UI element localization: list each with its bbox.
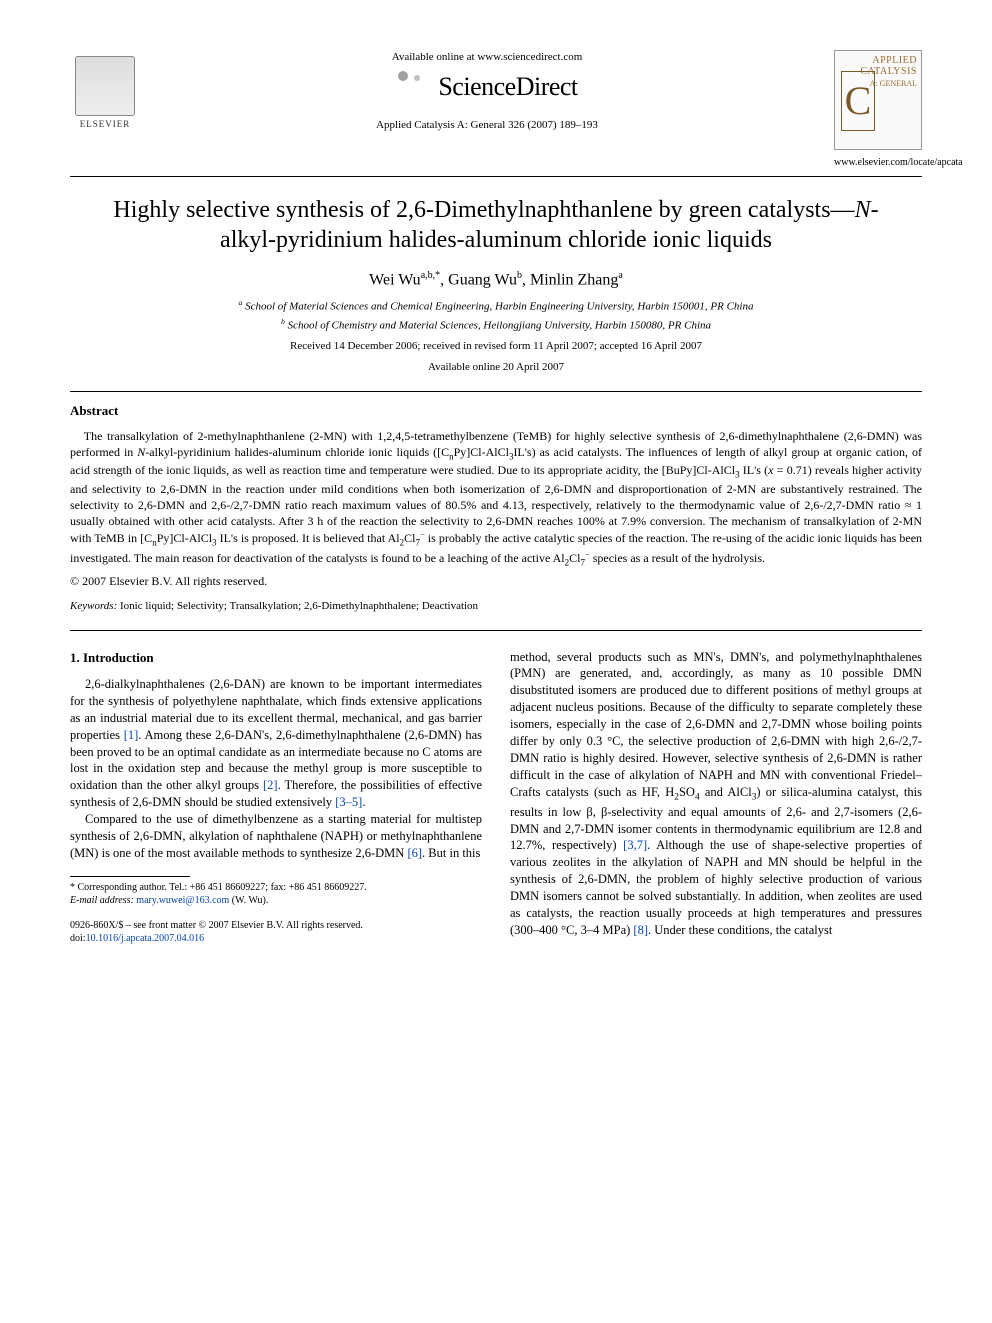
journal-cover: C APPLIED CATALYSIS A: GENERAL www.elsev…	[834, 50, 922, 170]
title-text: Highly selective synthesis of 2,6-Dimeth…	[113, 197, 878, 253]
available-date: Available online 20 April 2007	[70, 360, 922, 375]
intro-p3c: . Under these conditions, the catalyst	[648, 923, 832, 937]
available-online-text: Available online at www.sciencedirect.co…	[140, 50, 834, 65]
ref-3-5[interactable]: [3–5]	[335, 795, 362, 809]
affiliation-b-text: School of Chemistry and Material Science…	[288, 320, 711, 332]
email-label: E-mail address:	[70, 895, 134, 906]
footnote-rule	[70, 876, 190, 877]
intro-para-2: Compared to the use of dimethylbenzene a…	[70, 811, 482, 862]
sciencedirect-swirl-icon	[396, 69, 430, 103]
journal-cover-title1: APPLIED	[839, 55, 917, 66]
abstract-heading: Abstract	[70, 402, 922, 420]
elsevier-label: ELSEVIER	[80, 118, 131, 130]
affiliation-a: a School of Material Sciences and Chemic…	[70, 298, 922, 315]
author-1-marks: a,b,*	[421, 270, 440, 281]
doi-label: doi:	[70, 933, 86, 944]
author-3-marks: a	[618, 270, 622, 281]
doi-line: doi:10.1016/j.apcata.2007.04.016	[70, 932, 482, 946]
intro-para-3: method, several products such as MN's, D…	[510, 649, 922, 939]
affiliation-a-text: School of Material Sciences and Chemical…	[245, 301, 753, 313]
author-1: Wei Wu	[369, 271, 421, 288]
right-column: method, several products such as MN's, D…	[510, 649, 922, 946]
corresponding-footnote: * Corresponding author. Tel.: +86 451 86…	[70, 881, 482, 907]
locate-url: www.elsevier.com/locate/apcata	[834, 156, 922, 170]
header-rule	[70, 176, 922, 177]
corr-email-line: E-mail address: mary.wuwei@163.com (W. W…	[70, 894, 482, 907]
elsevier-tree-icon	[75, 56, 135, 116]
affiliation-b: b School of Chemistry and Material Scien…	[70, 317, 922, 334]
journal-cover-box: C APPLIED CATALYSIS A: GENERAL	[834, 50, 922, 150]
ref-2[interactable]: [2]	[263, 778, 278, 792]
corr-email-who: (W. Wu).	[232, 895, 269, 906]
ref-6[interactable]: [6]	[407, 846, 422, 860]
author-2-marks: b	[517, 270, 522, 281]
body-columns: 1. Introduction 2,6-dialkylnaphthalenes …	[70, 649, 922, 946]
keywords-label: Keywords:	[70, 600, 117, 612]
introduction-heading: 1. Introduction	[70, 649, 482, 667]
ref-3-7[interactable]: [3,7]	[623, 838, 647, 852]
keywords-list: Ionic liquid; Selectivity; Transalkylati…	[120, 600, 478, 612]
journal-reference: Applied Catalysis A: General 326 (2007) …	[140, 118, 834, 133]
intro-p2b: . But in this	[422, 846, 480, 860]
paper-title: Highly selective synthesis of 2,6-Dimeth…	[110, 195, 882, 255]
sciencedirect-text: ScienceDirect	[438, 69, 577, 104]
paper-header: ELSEVIER Available online at www.science…	[70, 50, 922, 170]
ref-1[interactable]: [1]	[124, 728, 139, 742]
front-matter-line: 0926-860X/$ – see front matter © 2007 El…	[70, 919, 482, 933]
doi-link[interactable]: 10.1016/j.apcata.2007.04.016	[86, 933, 205, 944]
authors-line: Wei Wua,b,*, Guang Wub, Minlin Zhanga	[70, 269, 922, 291]
received-dates: Received 14 December 2006; received in r…	[70, 339, 922, 354]
corr-author-text: * Corresponding author. Tel.: +86 451 86…	[70, 881, 482, 894]
ref-8[interactable]: [8]	[633, 923, 648, 937]
footer-left: 0926-860X/$ – see front matter © 2007 El…	[70, 919, 482, 946]
journal-cover-letter: C	[841, 71, 875, 131]
elsevier-logo: ELSEVIER	[70, 50, 140, 130]
abstract-bottom-rule	[70, 630, 922, 631]
intro-p3a: method, several products such as MN's, D…	[510, 650, 922, 853]
sciencedirect-logo: ScienceDirect	[396, 69, 577, 104]
author-3: Minlin Zhang	[530, 271, 618, 288]
abstract-top-rule	[70, 391, 922, 392]
abstract-body: The transalkylation of 2-methylnaphthanl…	[70, 428, 922, 569]
left-column: 1. Introduction 2,6-dialkylnaphthalenes …	[70, 649, 482, 946]
keywords-line: Keywords: Ionic liquid; Selectivity; Tra…	[70, 599, 922, 614]
author-2: Guang Wu	[448, 271, 517, 288]
abstract-text: The transalkylation of 2-methylnaphthanl…	[70, 429, 922, 565]
intro-p1d: .	[362, 795, 365, 809]
sciencedirect-block: Available online at www.sciencedirect.co…	[140, 50, 834, 133]
intro-para-1: 2,6-dialkylnaphthalenes (2,6-DAN) are kn…	[70, 676, 482, 811]
corr-email-link[interactable]: mary.wuwei@163.com	[136, 895, 229, 906]
abstract-copyright: © 2007 Elsevier B.V. All rights reserved…	[70, 573, 922, 589]
